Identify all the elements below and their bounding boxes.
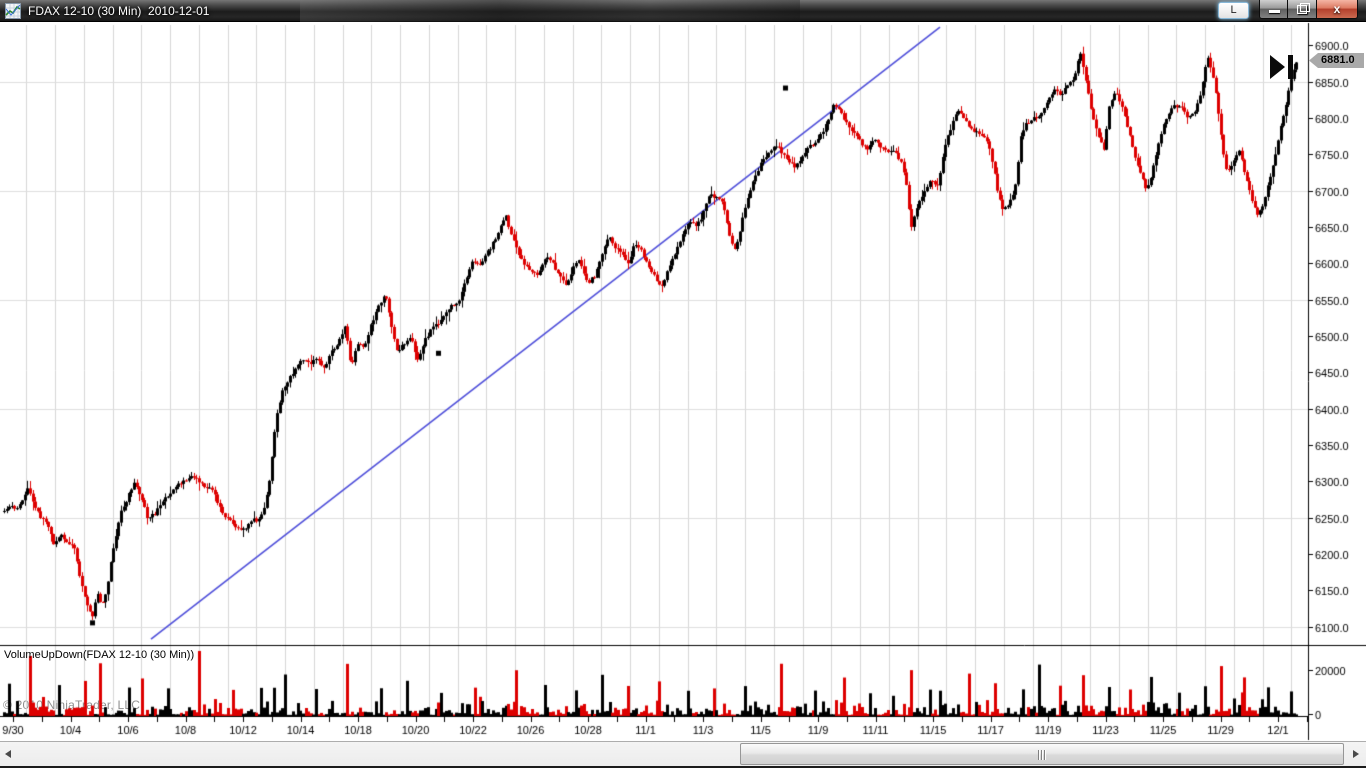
window-bottom-edge [0,766,1366,768]
title-bar[interactable]: FDAX 12-10 (30 Min) 2010-12-01 L x [0,0,1366,22]
scrollbar-thumb[interactable] [740,743,1344,765]
scrollbar-track[interactable] [18,742,1348,766]
last-price-marker: 6881.0 [1309,53,1364,68]
scrollbar-grip-icon [1038,750,1046,760]
chart-area: © 2010 NinjaTrader, LLC VolumeUpDown(FDA… [0,22,1366,741]
price-chart-canvas[interactable] [0,22,1366,741]
link-button[interactable]: L [1218,2,1249,19]
close-button[interactable]: x [1317,0,1358,19]
window-title: FDAX 12-10 (30 Min) 2010-12-01 [28,4,210,18]
minimize-button[interactable] [1259,0,1288,19]
horizontal-scrollbar [0,741,1366,768]
scroll-right-button[interactable] [1348,742,1366,766]
window-caption-buttons: x [1259,0,1358,19]
volume-indicator-label: VolumeUpDown(FDAX 12-10 (30 Min)) [4,649,195,661]
restore-button[interactable] [1288,0,1317,19]
close-icon: x [1333,2,1341,16]
scroll-right-icon [1353,750,1359,758]
skip-to-end-icon[interactable] [1268,54,1296,80]
scroll-left-button[interactable] [0,742,18,766]
minimize-icon [1269,10,1280,13]
scroll-left-icon [5,750,11,758]
restore-icon [1297,3,1310,14]
app-icon chart-icon [5,3,21,19]
